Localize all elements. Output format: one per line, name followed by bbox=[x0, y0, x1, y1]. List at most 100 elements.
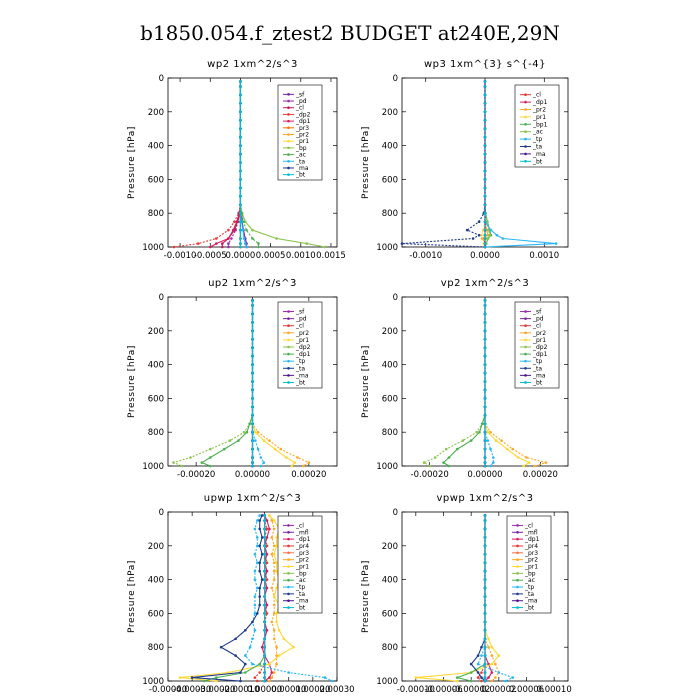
data-point bbox=[202, 679, 206, 683]
data-point bbox=[495, 233, 499, 237]
legend-label: _dp2 bbox=[295, 111, 311, 118]
data-point bbox=[215, 679, 218, 683]
data-point bbox=[469, 439, 473, 442]
data-point bbox=[251, 461, 254, 464]
data-point bbox=[272, 553, 276, 556]
legend-label: _dp2 bbox=[295, 344, 311, 351]
legend-label: _dp1 bbox=[295, 118, 311, 125]
data-point bbox=[480, 233, 483, 237]
data-point bbox=[483, 211, 487, 215]
legend-marker bbox=[524, 338, 527, 342]
legend-label: _sf bbox=[295, 309, 305, 316]
legend-marker bbox=[287, 119, 290, 123]
data-point bbox=[292, 645, 295, 649]
data-point bbox=[483, 102, 487, 105]
data-point bbox=[487, 228, 490, 232]
data-point bbox=[265, 561, 269, 564]
data-point bbox=[483, 629, 487, 632]
x-tick-label: 0.0010 bbox=[529, 251, 559, 261]
x-tick-label: 0.00000 bbox=[467, 470, 502, 480]
legend-label: _cl bbox=[295, 105, 304, 112]
data-point bbox=[469, 671, 473, 674]
data-point bbox=[275, 237, 278, 240]
legend-marker bbox=[524, 331, 527, 335]
legend-label: _bt bbox=[524, 605, 535, 612]
data-point bbox=[483, 169, 487, 173]
data-point bbox=[275, 612, 278, 615]
data-point bbox=[483, 447, 487, 451]
data-point bbox=[483, 536, 487, 539]
legend-marker bbox=[524, 108, 527, 111]
legend-label: _pr1 bbox=[295, 337, 309, 344]
data-point bbox=[487, 637, 490, 641]
legend-label: _tp bbox=[532, 136, 542, 143]
data-point bbox=[469, 679, 473, 683]
data-point bbox=[227, 242, 230, 245]
legend-label: _tp bbox=[295, 358, 305, 365]
data-point bbox=[483, 620, 487, 624]
x-tick-label: 0.00000 bbox=[247, 685, 282, 695]
legend-label: _pr2 bbox=[524, 557, 538, 564]
legend-label: _ac bbox=[524, 577, 535, 584]
data-point bbox=[268, 676, 271, 679]
data-point bbox=[483, 662, 487, 666]
data-point bbox=[265, 578, 269, 581]
data-point bbox=[259, 456, 263, 459]
data-point bbox=[255, 586, 259, 590]
data-point bbox=[258, 671, 262, 674]
legend-label: _bt bbox=[532, 379, 543, 386]
y-tick-label: 200 bbox=[382, 327, 398, 337]
data-point bbox=[487, 645, 490, 649]
data-point bbox=[483, 371, 487, 375]
data-point bbox=[239, 80, 242, 83]
data-point bbox=[483, 233, 487, 237]
data-point bbox=[273, 447, 277, 451]
data-point bbox=[483, 595, 487, 598]
data-point bbox=[244, 629, 247, 632]
legend-label: _dp1 bbox=[295, 536, 311, 543]
y-tick-label: 800 bbox=[148, 428, 164, 438]
y-tick-label: 200 bbox=[148, 108, 164, 118]
data-point bbox=[483, 586, 487, 590]
data-point bbox=[275, 662, 278, 666]
data-point bbox=[268, 662, 271, 666]
data-point bbox=[255, 519, 259, 522]
legend-box bbox=[277, 301, 323, 389]
data-point bbox=[265, 536, 269, 539]
data-point bbox=[277, 629, 281, 632]
data-point bbox=[494, 662, 497, 666]
y-tick-label: 600 bbox=[148, 609, 164, 619]
legend-marker bbox=[287, 159, 290, 163]
legend-label: _cl bbox=[295, 522, 304, 529]
data-point bbox=[251, 228, 254, 232]
data-point bbox=[239, 127, 242, 130]
data-point bbox=[233, 220, 236, 223]
data-point bbox=[483, 85, 487, 88]
data-point bbox=[239, 135, 242, 139]
x-tick-label: 0.00000 bbox=[235, 470, 270, 480]
data-point bbox=[272, 671, 276, 674]
data-point bbox=[251, 405, 254, 409]
x-tick-label: 0.00020 bbox=[295, 685, 330, 695]
data-point bbox=[477, 233, 481, 237]
data-point bbox=[483, 456, 487, 459]
y-tick-label: 400 bbox=[148, 361, 164, 371]
data-point bbox=[260, 645, 264, 649]
data-point bbox=[244, 662, 247, 666]
data-point bbox=[265, 544, 269, 548]
x-tick-label: 0.0000 bbox=[226, 251, 256, 261]
y-axis-label: Pressure [hPa] bbox=[361, 126, 371, 199]
data-point bbox=[260, 536, 264, 539]
data-point bbox=[483, 439, 487, 442]
data-point bbox=[483, 676, 487, 679]
data-point bbox=[251, 430, 254, 434]
legend-label: _bp1 bbox=[532, 121, 548, 128]
legend-marker bbox=[524, 137, 527, 141]
legend-marker bbox=[516, 530, 519, 534]
data-point bbox=[483, 228, 487, 232]
data-point bbox=[489, 430, 492, 434]
data-point bbox=[209, 447, 212, 451]
legend-label: _sf bbox=[295, 91, 305, 98]
series-line-dp1 bbox=[261, 515, 273, 682]
data-point bbox=[400, 242, 404, 245]
